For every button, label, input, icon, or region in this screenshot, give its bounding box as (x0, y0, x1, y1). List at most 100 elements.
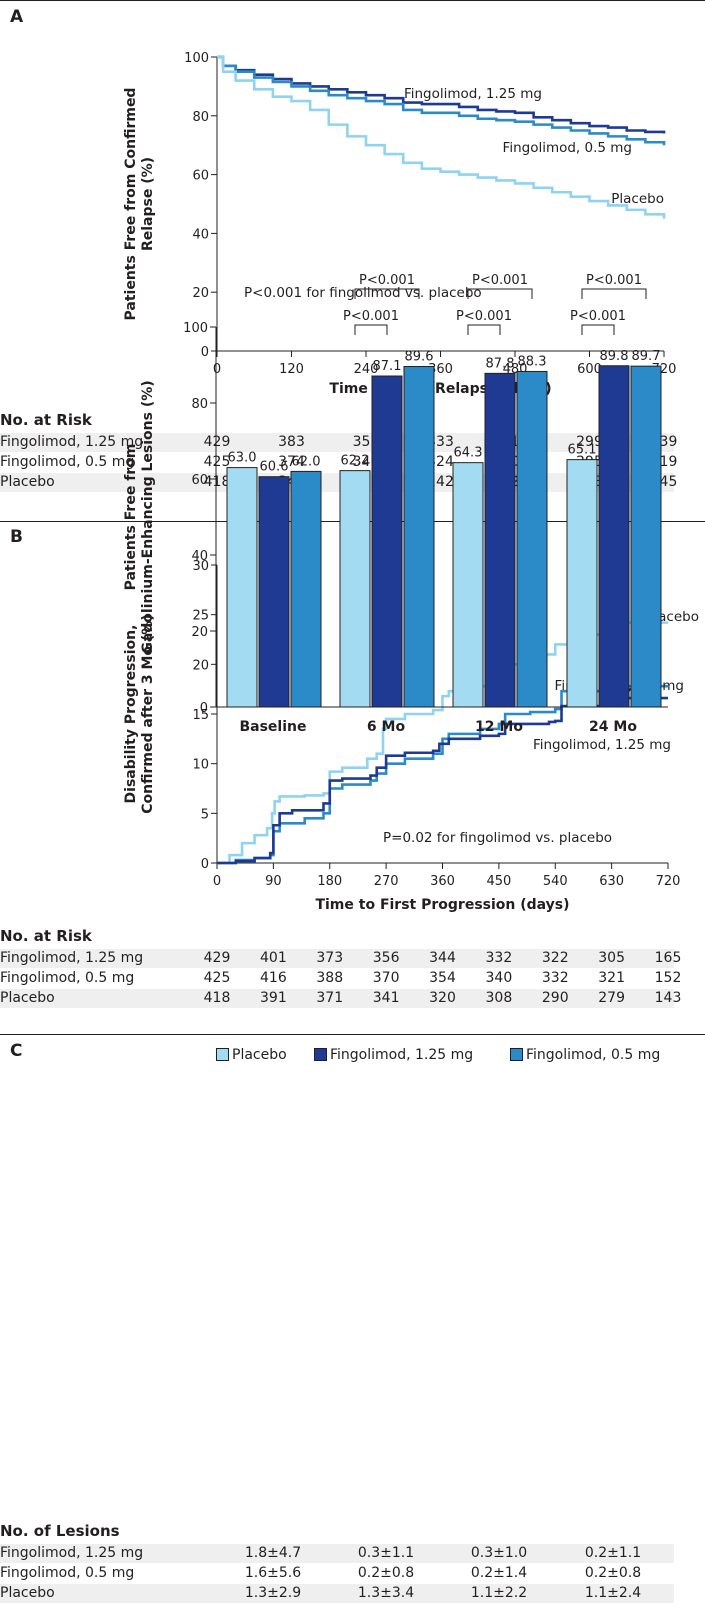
legend-swatch (314, 1048, 327, 1061)
row-value: 165 (654, 950, 682, 966)
lesion-bar-chart: 0 20 40 60 80 100 Patients Free from Gadolinium… (123, 273, 668, 735)
x-category-label: 12 Mo (475, 719, 523, 735)
bar-fingolimod-1-25-mg-24-mo (598, 365, 630, 708)
row-label: Placebo (0, 990, 55, 1006)
row-label: Fingolimod, 0.5 mg (0, 1565, 135, 1581)
row-value: 391 (260, 990, 287, 1006)
row-value: 341 (372, 990, 400, 1006)
x-tick-label: 180 (317, 874, 342, 889)
bar-fingolimod-0-5-mg-6-mo (403, 366, 435, 708)
row-value: 1.3±3.4 (357, 1585, 415, 1601)
significance-bracket-inner (354, 324, 388, 335)
bar-value-label: 63.0 (228, 451, 257, 466)
legend-label: Fingolimod, 0.5 mg (526, 1047, 661, 1063)
curve-label-fingolimod-1-25-mg: Fingolimod, 1.25 mg (533, 737, 671, 753)
bar-value-label: 64.3 (454, 446, 483, 461)
y-tick-label: 20 (192, 286, 209, 301)
bar-fingolimod-0-5-mg-12-mo (516, 370, 548, 708)
bar-value-label: 89.6 (405, 350, 434, 365)
x-tick-label: 630 (599, 874, 624, 889)
legend-label: Placebo (232, 1047, 287, 1063)
y-tick-label: 15 (192, 708, 209, 723)
bar-value-label: 89.8 (600, 349, 629, 364)
row-value: 152 (654, 970, 682, 986)
y-tick-label: 0 (201, 345, 209, 360)
y-tick-label: 40 (191, 549, 208, 564)
y-tick-label: 25 (192, 609, 209, 624)
x-tick-label: 240 (354, 362, 379, 377)
row-label: Fingolimod, 0.5 mg (0, 454, 135, 470)
y-tick-label: 0 (200, 701, 208, 716)
row-value: 1.8±4.7 (244, 1545, 302, 1561)
row-label: Fingolimod, 1.25 mg (0, 1545, 144, 1561)
row-value: 416 (260, 970, 287, 986)
row-label: Placebo (0, 474, 55, 490)
row-label: Placebo (0, 1585, 55, 1601)
row-value: 373 (316, 950, 344, 966)
row-value: 290 (541, 990, 569, 1006)
curve-label-fingolimod-1-25-mg: Fingolimod, 1.25 mg (404, 86, 542, 102)
y-tick-label: 30 (192, 559, 209, 574)
row-value: 0.3±1.0 (470, 1545, 528, 1561)
x-category-label: Baseline (239, 719, 306, 735)
legend-item-fingolimod-1-25-mg: Fingolimod, 1.25 mg (314, 1047, 473, 1063)
bar-placebo-24-mo (566, 459, 598, 708)
panel-letter-a: A (10, 7, 24, 27)
table-row: Fingolimod, 0.5 mg 1.6±5.6 0.2±0.8 0.2±1.4 0… (0, 1564, 674, 1583)
table-title: No. of Lesions (0, 1522, 120, 1540)
row-value: 383 (278, 434, 305, 450)
x-tick-label: 360 (430, 874, 455, 889)
row-value: 429 (203, 434, 231, 450)
x-tick-label: 270 (374, 874, 399, 889)
significance-label-inner: P<0.001 (456, 309, 512, 324)
y-tick-label: 40 (192, 227, 209, 242)
curve-label-placebo: Placebo (611, 191, 664, 207)
y-axis-title-line: Disability Progression, (123, 625, 139, 804)
bar-placebo-6-mo (339, 470, 371, 708)
row-value: 308 (485, 990, 513, 1006)
series-line-fingolimod-1-25-mg (217, 696, 668, 865)
y-axis-title-line: Patients Free from (123, 444, 139, 591)
p-value-annotation: P=0.02 for fingolimod vs. placebo (383, 830, 612, 846)
row-value: 374 (278, 454, 305, 470)
y-tick-label: 5 (201, 807, 209, 822)
row-value: 354 (429, 970, 456, 986)
bar-value-label: 87.8 (486, 356, 515, 371)
row-value: 370 (372, 970, 400, 986)
p-value-annotation: P<0.001 for fingolimod vs. placebo (244, 285, 482, 301)
table-row: Placebo 418 391 371 341 320 308 290 279 143 (0, 989, 681, 1008)
table-row: Fingolimod, 0.5 mg 425 416 388 370 354 340 332 3… (0, 969, 681, 988)
bar-value-label: 65.1 (568, 443, 597, 458)
legend-swatch (216, 1048, 229, 1061)
row-value: 340 (485, 970, 513, 986)
bar-value-label: 60.6 (260, 460, 289, 475)
series-line-fingolimod-0-5-mg (217, 55, 666, 146)
y-tick-label: 80 (192, 110, 209, 125)
x-tick-label: 600 (577, 362, 602, 377)
y-tick-label: 0 (201, 857, 209, 872)
bar-value-label: 62.2 (341, 454, 370, 469)
row-value: 356 (372, 950, 400, 966)
row-value: 1.1±2.4 (584, 1585, 642, 1601)
series-line-fingolimod-1-25-mg (217, 55, 666, 134)
bar-placebo-12-mo (452, 462, 484, 708)
y-tick-label: 60 (192, 169, 209, 184)
row-value: 418 (203, 474, 231, 490)
table-title: No. at Risk (0, 927, 92, 945)
significance-bracket-outer (467, 288, 533, 299)
x-tick-label: 90 (265, 874, 282, 889)
row-value: 401 (260, 950, 287, 966)
y-tick-label: 10 (192, 758, 209, 773)
legend-item-placebo: Placebo (216, 1047, 287, 1063)
bar-placebo-baseline (226, 467, 258, 708)
significance-bracket-inner (467, 324, 501, 335)
row-value: 371 (316, 990, 344, 1006)
table-row: Fingolimod, 1.25 mg 1.8±4.7 0.3±1.1 0.3±1.0… (0, 1544, 674, 1563)
bar-fingolimod-1-25-mg-12-mo (484, 372, 516, 708)
x-tick-label: 0 (213, 874, 221, 889)
significance-bracket-inner (581, 324, 615, 335)
significance-label-outer: P<0.001 (359, 273, 415, 288)
row-value: 305 (598, 950, 625, 966)
row-value: 0.2±0.8 (584, 1565, 642, 1581)
table-title: No. at Risk (0, 411, 92, 429)
